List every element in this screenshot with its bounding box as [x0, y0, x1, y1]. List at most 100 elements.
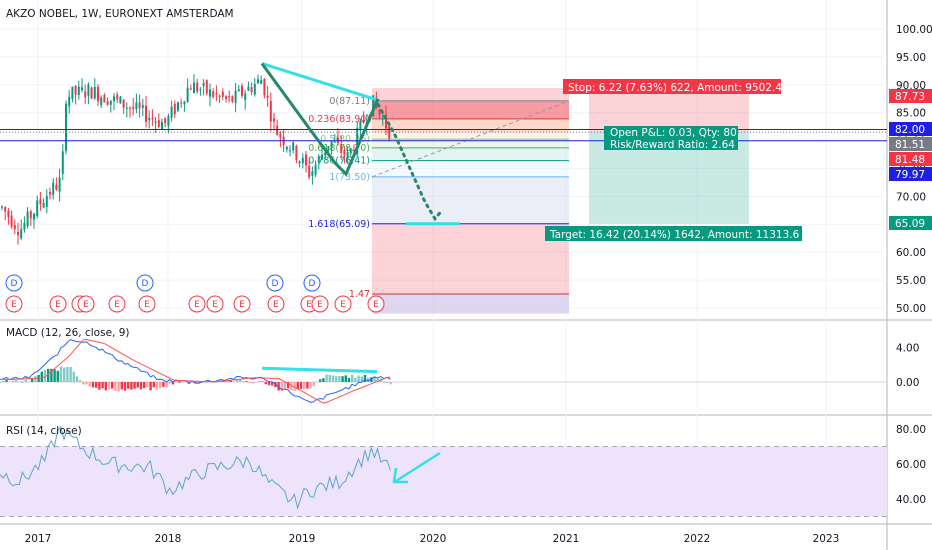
earnings-marker[interactable]	[367, 295, 385, 313]
macd-histogram-bar	[107, 382, 111, 390]
price-badge-label: 81.48	[895, 154, 925, 166]
macd-histogram-bar	[223, 381, 226, 382]
macd-histogram-bar	[95, 382, 98, 388]
candle-body	[385, 114, 387, 129]
rsi-band-fill	[0, 446, 887, 517]
candle-body	[42, 202, 45, 208]
earnings-marker[interactable]	[138, 295, 156, 313]
macd-histogram-bar	[306, 382, 309, 389]
candle-body	[71, 86, 74, 99]
dividend-marker[interactable]	[303, 274, 321, 292]
macd-histogram-bar	[351, 374, 354, 382]
candle-body	[52, 182, 55, 195]
macd-histogram-bar	[383, 381, 386, 383]
dividend-marker[interactable]	[136, 274, 154, 292]
dividend-marker-label: D	[272, 279, 279, 289]
candle-body	[356, 127, 359, 155]
earnings-marker[interactable]	[108, 295, 126, 313]
candle-body	[241, 85, 243, 96]
candle-body	[177, 102, 179, 111]
macd-histogram-bar	[181, 381, 184, 383]
candle-body	[381, 118, 384, 120]
candle-body	[308, 165, 311, 178]
macd-axis[interactable]: 4.00 0.00	[896, 343, 919, 389]
macd-histogram-bar	[66, 366, 69, 382]
macd-histogram-bar	[85, 382, 88, 385]
candle-body	[167, 115, 170, 127]
price-badge	[889, 216, 932, 230]
macd-histogram-bar	[101, 382, 104, 389]
earnings-marker-label: E	[373, 300, 379, 310]
earnings-marker[interactable]	[5, 295, 23, 313]
candle-body	[97, 86, 99, 102]
candle-body	[39, 199, 42, 205]
price-badge-label: 81.51	[895, 139, 925, 151]
candle-body	[125, 107, 128, 109]
candle-body	[196, 82, 199, 92]
macd-histogram-bar	[114, 382, 117, 391]
earnings-marker-label: E	[194, 300, 200, 310]
earnings-marker[interactable]	[49, 295, 67, 313]
stop-zone-right	[589, 88, 749, 133]
candle-body	[23, 223, 26, 230]
price-tick-label: 100.00	[896, 24, 932, 36]
earnings-marker[interactable]	[206, 295, 224, 313]
macd-histogram-bar	[152, 382, 155, 388]
earnings-marker-label: E	[144, 300, 150, 310]
macd-histogram-bar	[8, 382, 11, 383]
dividend-marker[interactable]	[266, 274, 284, 292]
earnings-marker[interactable]	[267, 295, 285, 313]
macd-tick-label: 0.00	[896, 377, 919, 389]
macd-histogram-bar	[149, 382, 152, 391]
price-badges: 87.73 82.00 81.51 81.48 79.97 65.09	[889, 89, 932, 230]
earnings-marker[interactable]	[334, 295, 352, 313]
earnings-marker[interactable]	[77, 295, 95, 313]
rsi-tick-label: 80.00	[896, 424, 926, 436]
rsi-axis[interactable]: 80.00 60.00 40.00	[896, 424, 926, 506]
candle-body	[301, 158, 304, 164]
macd-histogram-bar	[248, 382, 251, 383]
candle-body	[378, 110, 381, 115]
earnings-marker[interactable]	[233, 295, 251, 313]
candle-body	[45, 196, 48, 207]
macd-histogram-bar	[357, 375, 360, 382]
fib-level-label: 0.786(76.41)	[308, 156, 370, 167]
trend-drawings[interactable]	[260, 62, 460, 226]
candle-body	[129, 107, 131, 109]
svg-text:Open P&L: 0.03, Qty: 80: Open P&L: 0.03, Qty: 80	[610, 127, 737, 139]
macd-line	[0, 338, 391, 403]
macd-histogram-bar	[331, 375, 335, 382]
macd-histogram-bar	[63, 367, 66, 382]
dividend-marker[interactable]	[5, 274, 23, 292]
rsi-arrow-head	[392, 467, 408, 484]
price-badge-label: 87.73	[895, 91, 925, 103]
macd-histogram-bar	[207, 380, 210, 382]
earnings-marker-label: E	[340, 300, 346, 310]
event-markers[interactable]: DDDDEEEEEEEEEEEEEE	[5, 274, 385, 313]
candle-body	[231, 96, 234, 102]
fib-level-label: 0.236(83.90)	[308, 114, 370, 125]
earnings-marker-label: E	[306, 300, 312, 310]
fib-level-label: 1(73.50)	[329, 172, 370, 183]
macd-histogram-bar	[226, 380, 229, 382]
candle-body	[113, 96, 115, 101]
earnings-marker[interactable]	[188, 295, 206, 313]
rsi-arrow-shaft	[395, 451, 441, 483]
stop-zone-left	[372, 88, 569, 133]
macd-histogram-bar	[15, 380, 18, 382]
price-badge-label: 79.97	[895, 169, 925, 181]
macd-histogram-bar	[178, 382, 181, 383]
time-axis[interactable]: 2017 2018 2019 2020 2021 2022 2023	[25, 533, 840, 545]
time-tick-label: 2017	[25, 533, 52, 545]
macd-histogram-bar	[139, 382, 143, 390]
candle-body	[285, 146, 288, 150]
candle-body	[215, 93, 218, 95]
candle-body	[122, 99, 125, 108]
earnings-marker[interactable]	[311, 295, 329, 313]
candle-body	[359, 120, 362, 131]
macd-histogram-bar	[117, 382, 120, 392]
grid-lines	[0, 0, 887, 524]
candle-body	[65, 103, 67, 151]
price-tick-label: 70.00	[896, 191, 926, 203]
